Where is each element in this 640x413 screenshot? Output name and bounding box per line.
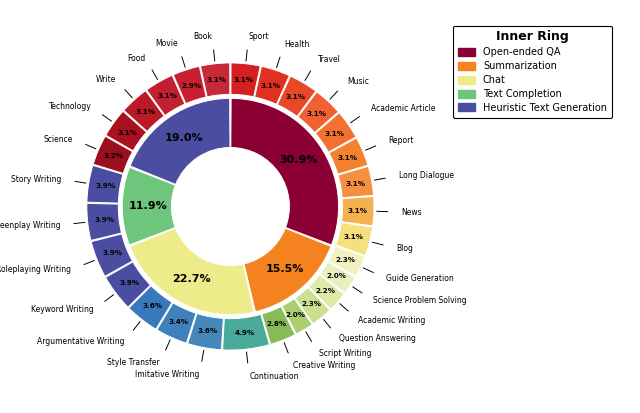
Text: 3.1%: 3.1% bbox=[337, 155, 358, 161]
Text: 19.0%: 19.0% bbox=[164, 133, 204, 143]
Text: 2.9%: 2.9% bbox=[181, 83, 202, 89]
Text: 3.1%: 3.1% bbox=[234, 77, 254, 83]
Wedge shape bbox=[129, 286, 172, 329]
Wedge shape bbox=[122, 167, 175, 245]
Text: Travel: Travel bbox=[317, 55, 340, 64]
Text: 3.1%: 3.1% bbox=[345, 180, 365, 187]
Text: Roleplaying Writing: Roleplaying Writing bbox=[0, 265, 71, 274]
Wedge shape bbox=[329, 138, 368, 174]
Text: Screenplay Writing: Screenplay Writing bbox=[0, 221, 60, 230]
Text: 4.9%: 4.9% bbox=[234, 330, 255, 336]
Wedge shape bbox=[93, 136, 132, 173]
Text: 3.1%: 3.1% bbox=[157, 93, 177, 100]
Text: 3.4%: 3.4% bbox=[168, 319, 188, 325]
Text: Style Transfer: Style Transfer bbox=[108, 358, 160, 367]
Text: Blog: Blog bbox=[396, 244, 413, 253]
Wedge shape bbox=[244, 228, 331, 312]
Text: 2.2%: 2.2% bbox=[316, 288, 335, 294]
Text: 3.9%: 3.9% bbox=[102, 250, 122, 256]
Legend: Open-ended QA, Summarization, Chat, Text Completion, Heuristic Text Generation: Open-ended QA, Summarization, Chat, Text… bbox=[453, 26, 612, 118]
Text: 3.9%: 3.9% bbox=[119, 280, 140, 286]
Text: Long Dialogue: Long Dialogue bbox=[399, 171, 454, 180]
Wedge shape bbox=[200, 63, 230, 97]
Wedge shape bbox=[87, 165, 123, 203]
Text: 15.5%: 15.5% bbox=[265, 264, 303, 274]
Text: Creative Writing: Creative Writing bbox=[293, 361, 356, 370]
Text: Movie: Movie bbox=[155, 39, 177, 48]
Wedge shape bbox=[328, 246, 365, 276]
Text: Sport: Sport bbox=[249, 32, 269, 41]
Text: Question Answering: Question Answering bbox=[339, 334, 416, 343]
Text: 22.7%: 22.7% bbox=[172, 275, 211, 285]
Text: 3.1%: 3.1% bbox=[117, 130, 138, 135]
Wedge shape bbox=[147, 75, 185, 116]
Text: 11.9%: 11.9% bbox=[129, 201, 167, 211]
Text: Report: Report bbox=[388, 136, 414, 145]
Text: Write: Write bbox=[95, 75, 116, 84]
Text: Script Writing: Script Writing bbox=[319, 349, 371, 358]
Text: Guide Generation: Guide Generation bbox=[386, 274, 454, 283]
Text: 3.6%: 3.6% bbox=[197, 328, 218, 334]
Wedge shape bbox=[173, 66, 206, 104]
Text: News: News bbox=[401, 208, 422, 216]
Text: Academic Writing: Academic Writing bbox=[358, 316, 426, 325]
Wedge shape bbox=[336, 223, 372, 256]
Wedge shape bbox=[106, 111, 147, 151]
Text: 3.1%: 3.1% bbox=[307, 111, 326, 116]
Wedge shape bbox=[231, 63, 260, 97]
Text: 3.1%: 3.1% bbox=[344, 235, 364, 240]
Wedge shape bbox=[298, 92, 339, 133]
Wedge shape bbox=[223, 314, 269, 350]
Wedge shape bbox=[87, 204, 122, 240]
Wedge shape bbox=[92, 234, 132, 276]
Text: 2.3%: 2.3% bbox=[335, 257, 356, 263]
Text: Science Problem Solving: Science Problem Solving bbox=[373, 296, 467, 305]
Text: 3.2%: 3.2% bbox=[104, 154, 124, 159]
Wedge shape bbox=[130, 228, 254, 315]
Text: Food: Food bbox=[127, 54, 145, 63]
Text: 3.9%: 3.9% bbox=[94, 217, 115, 223]
Text: Imitative Writing: Imitative Writing bbox=[135, 370, 199, 379]
Text: 3.1%: 3.1% bbox=[347, 208, 367, 214]
Wedge shape bbox=[308, 275, 344, 309]
Text: Story Writing: Story Writing bbox=[11, 175, 61, 184]
Text: 3.1%: 3.1% bbox=[136, 109, 156, 115]
Text: 3.1%: 3.1% bbox=[207, 77, 227, 83]
Text: Music: Music bbox=[347, 77, 369, 85]
Text: 3.9%: 3.9% bbox=[95, 183, 115, 189]
Text: 3.1%: 3.1% bbox=[324, 131, 344, 137]
Wedge shape bbox=[338, 166, 374, 198]
Text: Argumentative Writing: Argumentative Writing bbox=[37, 337, 125, 346]
Text: 3.1%: 3.1% bbox=[285, 94, 305, 100]
Wedge shape bbox=[282, 299, 312, 334]
Wedge shape bbox=[262, 306, 295, 344]
Text: 30.9%: 30.9% bbox=[279, 155, 318, 165]
Wedge shape bbox=[188, 313, 223, 350]
Text: Continuation: Continuation bbox=[249, 372, 299, 381]
Text: 3.1%: 3.1% bbox=[260, 83, 280, 89]
Wedge shape bbox=[231, 98, 339, 245]
Wedge shape bbox=[106, 262, 150, 307]
Text: 2.0%: 2.0% bbox=[286, 312, 306, 318]
Text: 3.6%: 3.6% bbox=[142, 303, 162, 309]
Text: Book: Book bbox=[193, 32, 212, 41]
Text: 2.3%: 2.3% bbox=[301, 301, 321, 307]
Wedge shape bbox=[316, 113, 356, 152]
Text: Health: Health bbox=[284, 40, 310, 49]
Wedge shape bbox=[320, 262, 355, 293]
Wedge shape bbox=[157, 303, 196, 343]
Wedge shape bbox=[130, 98, 230, 184]
Text: 2.0%: 2.0% bbox=[326, 273, 346, 279]
Wedge shape bbox=[124, 91, 164, 131]
Wedge shape bbox=[295, 287, 330, 324]
Text: Science: Science bbox=[44, 135, 73, 144]
Wedge shape bbox=[255, 66, 289, 104]
Wedge shape bbox=[342, 197, 374, 226]
Text: Academic Article: Academic Article bbox=[371, 104, 435, 113]
Text: 2.8%: 2.8% bbox=[267, 321, 287, 328]
Text: Keyword Writing: Keyword Writing bbox=[31, 305, 94, 314]
Text: Technology: Technology bbox=[49, 102, 92, 111]
Wedge shape bbox=[277, 76, 316, 116]
